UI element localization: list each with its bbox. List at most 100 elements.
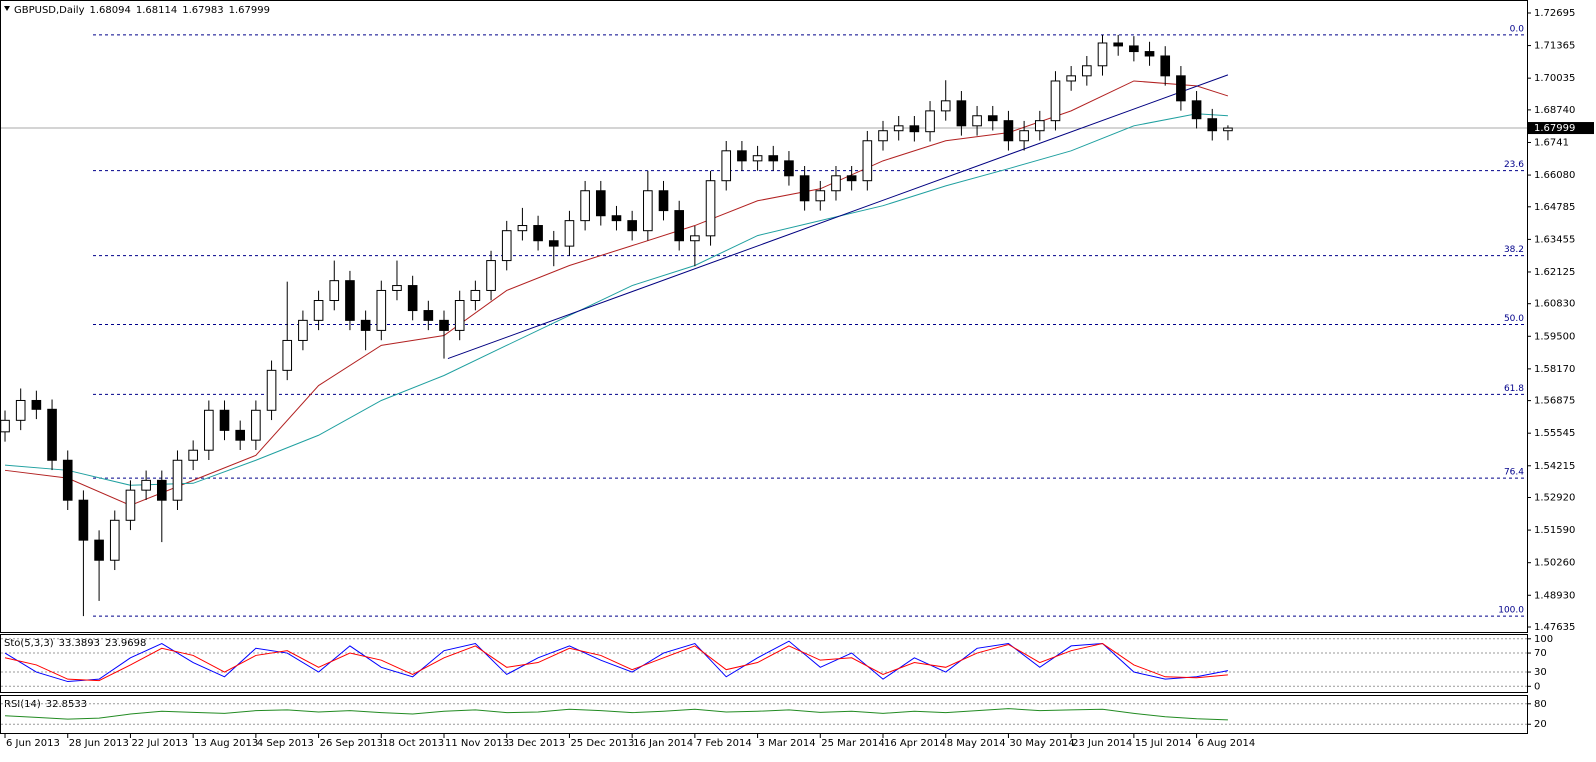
y-tick-label: 1.58170 [1534,364,1575,375]
y-tick-label: 1.63455 [1534,234,1575,245]
menu-arrow [4,6,10,11]
candle-body [595,190,606,217]
trendline [447,74,1229,360]
last-price-box [1528,122,1594,135]
x-tick-label: 25 Dec 2013 [570,738,634,749]
candle-body [752,155,763,162]
candle-body [329,280,340,302]
candle-body [1176,75,1186,102]
x-tick-label: 16 Apr 2014 [884,738,946,749]
candle-body [815,190,826,202]
candle-body [235,429,246,441]
candle-body [831,175,841,192]
candle-body [407,285,418,312]
candle-body [94,539,104,561]
header-close: 1.67999 [229,5,270,16]
y-tick-label: 1.68740 [1534,105,1575,116]
y-tick-label: 0 [1534,681,1540,692]
stoch-panel [0,634,1528,693]
x-tick-label: 18 Oct 2013 [382,738,444,749]
candle-body [533,225,543,242]
x-tick-label: 8 May 2014 [947,738,1006,749]
candle-body [1097,42,1108,67]
candle-body [282,339,293,371]
candle-body [345,280,355,321]
candle-body [125,489,136,521]
y-tick-label: 1.6741 [1534,137,1569,148]
y-tick-label: 1.51590 [1534,525,1575,536]
last-price-label: 1.67999 [1534,123,1575,134]
candle-body [878,130,888,142]
candle-body [298,319,308,341]
candle-body [1191,100,1202,120]
candle-body [862,140,873,182]
y-tick-label: 1.47635 [1534,622,1575,633]
candle-body [486,260,496,291]
y-tick-label: 1.52920 [1534,493,1575,504]
candle-body [548,240,559,247]
y-tick-label: 30 [1534,667,1547,678]
candle-body [940,100,951,112]
candle-body [47,408,57,461]
y-tick-label: 1.64785 [1534,202,1575,213]
x-tick-label: 23 Jun 2014 [1072,738,1132,749]
candle-body [1066,75,1076,82]
x-tick-label: 30 May 2014 [1009,738,1074,749]
candle-body [643,190,653,232]
candle-body [454,300,465,331]
candle-body [580,190,590,222]
candle-body [392,285,402,291]
candle-body [1050,80,1061,122]
y-tick-label: 1.54215 [1534,461,1575,472]
x-tick-label: 13 Aug 2013 [194,738,258,749]
candle-body [172,459,183,501]
y-tick-label: 70 [1534,648,1547,659]
fib-label: 50.0 [1504,314,1524,324]
x-tick-label: 6 Aug 2014 [1198,738,1256,749]
candle-body [251,409,261,441]
y-tick-label: 1.72695 [1534,8,1575,19]
indicator-value: 33.3893 [59,638,100,649]
y-tick-label: 1.60830 [1534,299,1575,310]
plot-layer: GBPUSD,Daily 1.68094 1.68114 1.67983 1.67999… [0,5,1594,749]
fib-label: 38.2 [1504,245,1524,255]
candle-body [972,115,982,127]
indicator-line [4,640,1229,683]
candle-body [517,225,528,232]
y-tick-label: 1.71365 [1534,41,1575,52]
candle-body [627,220,637,232]
x-tick-label: 26 Sep 2013 [320,738,383,749]
x-tick-label: 28 Jun 2013 [69,738,129,749]
indicator-title: Sto(5,3,3) [4,638,54,649]
candle-body [1113,42,1123,47]
x-tick-label: 16 Jan 2014 [633,738,693,749]
candle-body [1223,127,1233,132]
moving-average [4,80,1229,506]
header-high: 1.68114 [136,5,177,16]
y-tick-label: 1.62125 [1534,267,1575,278]
y-tick-label: 1.70035 [1534,73,1575,84]
fib-label: 76.4 [1504,468,1524,478]
y-tick-label: 1.66080 [1534,170,1575,181]
header-low: 1.67983 [182,5,223,16]
x-tick-label: 3 Dec 2013 [508,738,566,749]
x-tick-label: 7 Feb 2014 [696,738,752,749]
candle-body [784,160,794,177]
candle-body [705,180,716,237]
x-tick-label: 6 Jun 2013 [6,738,60,749]
candle-body [204,409,214,451]
candle-body [141,479,151,491]
y-tick-label: 100 [1534,634,1553,645]
candle-body [925,110,935,133]
candle-body [564,220,575,247]
candle-body [611,215,622,222]
candle-body [313,300,324,321]
candle-body [109,519,120,561]
y-tick-label: 1.56875 [1534,396,1575,407]
candle-body [674,210,685,242]
candle-body [219,409,230,431]
candle-body [799,175,810,202]
y-tick-label: 1.50260 [1534,558,1575,569]
candle-body [15,399,26,421]
